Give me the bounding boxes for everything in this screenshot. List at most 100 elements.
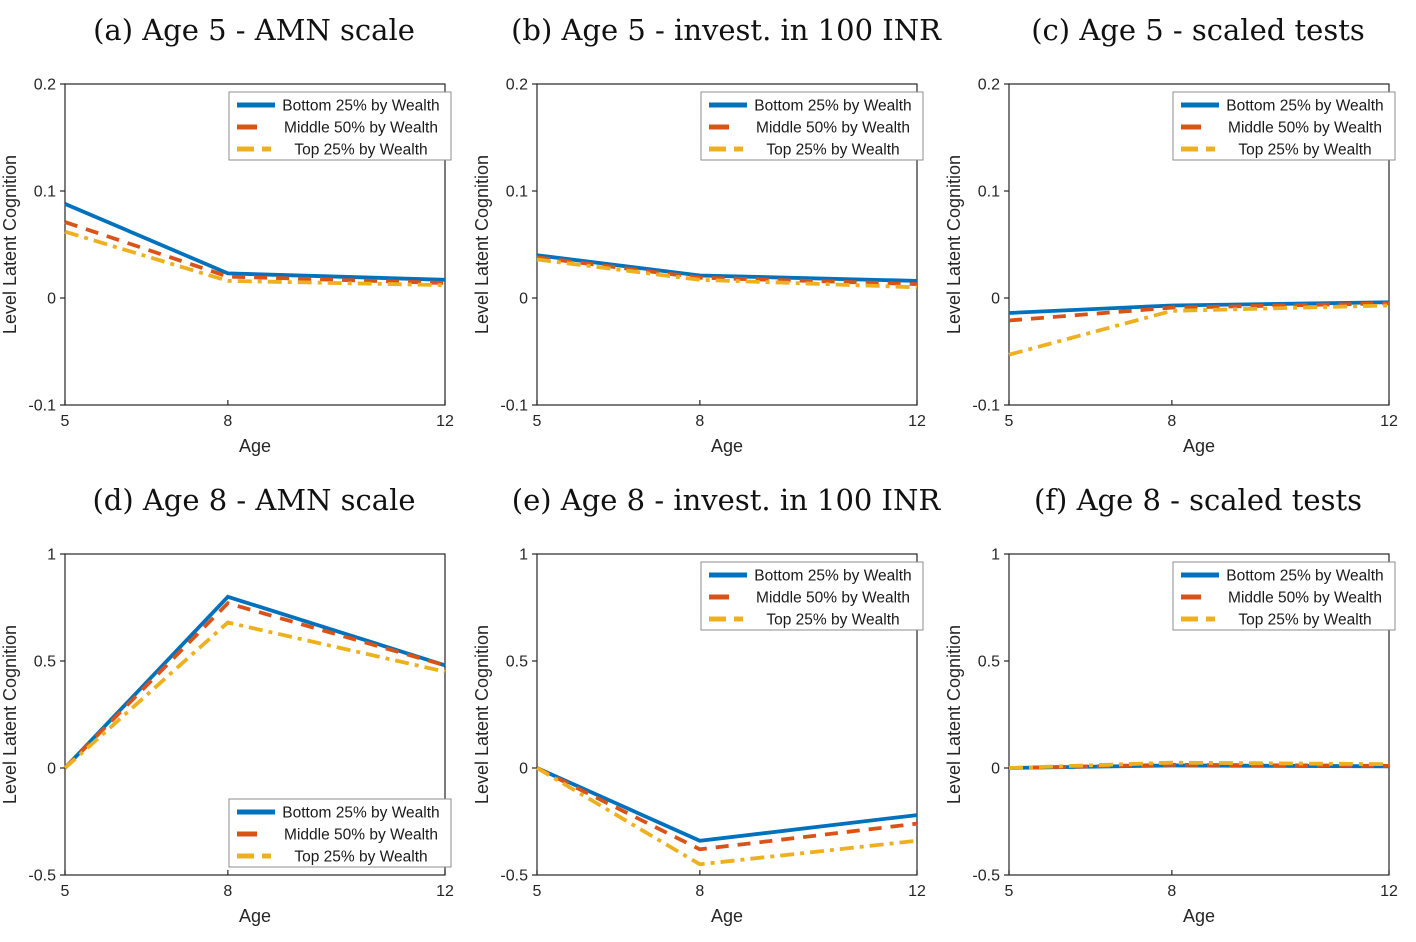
y-tick-label: 0.2: [506, 77, 528, 94]
y-tick-label: -0.5: [972, 868, 1000, 885]
legend-label-2: Top 25% by Wealth: [766, 612, 899, 629]
panel-c: (c) Age 5 - scaled tests -0.1 0 0.1 0.2 5 8 12…: [944, 0, 1416, 470]
plot-box: [536, 553, 918, 876]
x-tick-label: 8: [1167, 413, 1176, 430]
series-line-1: [1008, 762, 1390, 770]
series-line-1: [536, 255, 918, 286]
legend-label-0: Bottom 25% by Wealth: [1226, 98, 1383, 115]
x-axis-label: Age: [1183, 436, 1215, 456]
legend-label-0: Bottom 25% by Wealth: [282, 98, 439, 115]
y-tick-label: 0.5: [506, 654, 528, 671]
legend-label-1: Middle 50% by Wealth: [756, 120, 910, 137]
plot-box: [64, 83, 446, 406]
y-tick-label: 0.5: [34, 654, 56, 671]
x-tick-label: 5: [61, 413, 70, 430]
series-line-1: [63, 601, 446, 770]
y-tick-label: 0.2: [978, 77, 1000, 94]
axes: -0.5 0 0.5 1 5 8 12 Age Level Latent Cognition: [0, 547, 454, 927]
axes: -0.1 0 0.1 0.2 5 8 12 Age Level Latent Cognition: [944, 77, 1398, 457]
y-tick-label: 0.1: [978, 184, 1000, 201]
axes: -0.1 0 0.1 0.2 5 8 12 Age Level Latent Cognition: [472, 77, 926, 457]
series-line-2: [1008, 303, 1390, 357]
series-line-1: [64, 220, 446, 285]
x-tick-label: 5: [533, 883, 542, 900]
panel-b: (b) Age 5 - invest. in 100 INR -0.1 0 0.1 0…: [472, 0, 944, 470]
panel-f: (f) Age 8 - scaled tests -0.5 0 0.5 1 5 8 12 Ag…: [944, 470, 1416, 942]
x-axis-label: Age: [239, 436, 271, 456]
y-tick-label: 0: [519, 291, 528, 308]
x-axis-label: Age: [1183, 906, 1215, 926]
series-line-0: [536, 253, 918, 283]
plot-e: -0.5 0 0.5 1 5 8 12 Age Level Latent Cognition Bo…: [472, 547, 926, 927]
x-tick-label: 5: [1005, 413, 1014, 430]
x-axis-label: Age: [711, 436, 743, 456]
y-tick-label: 0.1: [34, 184, 56, 201]
x-tick-label: 12: [1380, 413, 1398, 430]
panel-a: (a) Age 5 - AMN scale -0.1 0 0.1 0.2 5 8 12 Age…: [0, 0, 472, 470]
legend: Bottom 25% by Wealth Middle 50% by Wealth…: [1172, 91, 1396, 161]
legend: Bottom 25% by Wealth Middle 50% by Wealth…: [1172, 561, 1396, 631]
series-line-2: [536, 766, 918, 867]
x-axis-label: Age: [711, 906, 743, 926]
plot-box: [64, 553, 446, 876]
x-tick-label: 8: [223, 883, 232, 900]
axes: -0.5 0 0.5 1 5 8 12 Age Level Latent Cognition: [944, 547, 1398, 927]
panel-d: (d) Age 8 - AMN scale -0.5 0 0.5 1 5 8 12 Age Le…: [0, 470, 472, 942]
panel-title-a: (a) Age 5 - AMN scale: [93, 13, 415, 47]
legend-label-1: Middle 50% by Wealth: [284, 120, 438, 137]
panel-title-f: (f) Age 8 - scaled tests: [1033, 483, 1363, 517]
x-tick-label: 5: [61, 883, 70, 900]
legend-label-0: Bottom 25% by Wealth: [754, 98, 911, 115]
y-tick-label: 1: [47, 547, 56, 564]
y-axis-label: Level Latent Cognition: [0, 155, 20, 334]
plot-f: -0.5 0 0.5 1 5 8 12 Age Level Latent Cognition Bo…: [944, 547, 1398, 927]
series-line-1: [536, 766, 918, 852]
y-tick-label: 0: [991, 291, 1000, 308]
y-tick-label: -0.1: [500, 398, 528, 415]
y-tick-label: 0.5: [978, 654, 1000, 671]
y-tick-label: 1: [991, 547, 1000, 564]
y-tick-label: 0.2: [34, 77, 56, 94]
legend-label-2: Top 25% by Wealth: [294, 849, 427, 866]
x-tick-label: 12: [436, 413, 454, 430]
y-axis-label: Level Latent Cognition: [472, 155, 492, 334]
x-tick-label: 12: [436, 883, 454, 900]
series-line-2: [63, 620, 446, 770]
plot-box: [1008, 553, 1390, 876]
y-axis-label: Level Latent Cognition: [0, 625, 20, 804]
legend-label-0: Bottom 25% by Wealth: [282, 805, 439, 822]
series-line-0: [536, 766, 918, 843]
y-tick-label: 0: [519, 761, 528, 778]
y-tick-label: -0.1: [972, 398, 1000, 415]
series-line-2: [64, 229, 446, 288]
x-tick-label: 5: [533, 413, 542, 430]
series-line-2: [536, 257, 918, 290]
y-tick-label: 1: [519, 547, 528, 564]
legend-label-2: Top 25% by Wealth: [294, 142, 427, 159]
legend-label-2: Top 25% by Wealth: [1238, 612, 1371, 629]
legend-label-1: Middle 50% by Wealth: [284, 827, 438, 844]
x-tick-label: 8: [223, 413, 232, 430]
legend-label-1: Middle 50% by Wealth: [756, 590, 910, 607]
y-axis-label: Level Latent Cognition: [944, 625, 964, 804]
panel-title-d: (d) Age 8 - AMN scale: [92, 483, 416, 517]
legend: Bottom 25% by Wealth Middle 50% by Wealth…: [700, 91, 924, 161]
y-tick-label: -0.1: [28, 398, 56, 415]
panel-e: (e) Age 8 - invest. in 100 INR -0.5 0 0.5 1…: [472, 470, 944, 942]
plot-c: -0.1 0 0.1 0.2 5 8 12 Age Level Latent Cognition…: [944, 77, 1398, 457]
x-axis-label: Age: [239, 906, 271, 926]
y-tick-label: -0.5: [28, 868, 56, 885]
y-tick-label: 0: [991, 761, 1000, 778]
x-tick-label: 12: [908, 413, 926, 430]
panel-title-b: (b) Age 5 - invest. in 100 INR: [511, 13, 941, 47]
legend-label-2: Top 25% by Wealth: [766, 142, 899, 159]
y-tick-label: 0.1: [506, 184, 528, 201]
legend: Bottom 25% by Wealth Middle 50% by Wealth…: [228, 798, 452, 868]
series-line-0: [63, 594, 446, 770]
legend: Bottom 25% by Wealth Middle 50% by Wealth…: [228, 91, 452, 161]
plot-a: -0.1 0 0.1 0.2 5 8 12 Age Level Latent Cognition…: [0, 77, 454, 457]
axes: -0.5 0 0.5 1 5 8 12 Age Level Latent Cognition: [472, 547, 926, 927]
plot-box: [536, 83, 918, 406]
y-axis-label: Level Latent Cognition: [472, 625, 492, 804]
x-tick-label: 12: [1380, 883, 1398, 900]
